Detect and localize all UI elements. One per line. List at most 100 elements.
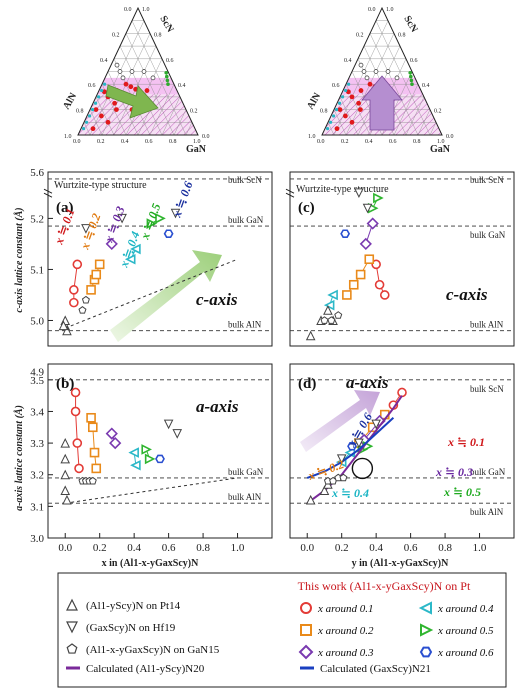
marker-circle — [70, 387, 81, 398]
ternary-sample-point — [367, 81, 373, 87]
ternary-tick-label: 0.2 — [341, 139, 349, 145]
y-tick-label: 4.9 — [30, 367, 44, 379]
marker-circle — [74, 463, 84, 474]
marker-circle — [371, 259, 381, 270]
ref-triangle-down — [362, 203, 373, 214]
y-tick-label: 3.5 — [30, 375, 44, 387]
ternary-aln-point — [88, 114, 92, 118]
ternary-aln-point — [97, 95, 101, 99]
marker-square — [88, 422, 98, 433]
ternary-grid-line — [327, 122, 335, 136]
legend-item-label: (GaxScy)N on Hf19 — [86, 622, 176, 634]
ternary-tick-label: 0.6 — [166, 58, 174, 64]
marker-circle — [72, 438, 83, 448]
panel-d: 0.0 0.2 0.4 0.6 0.8 1.0 bulk ScN bulk GaN bulk A… — [289, 363, 515, 554]
ref-label-aln: bulk AlN — [470, 320, 504, 330]
legend-item-label: x around 0.4 — [437, 603, 494, 615]
marker-hexagon — [155, 454, 165, 464]
series-line — [346, 258, 370, 296]
legend-item-label: Calculated (GaxScy)N21 — [320, 663, 431, 675]
ternary-aln-point — [341, 95, 345, 99]
ternary-sample-point — [144, 88, 150, 93]
panel-frame — [47, 363, 273, 539]
ternary-tick-label: 1.0 — [64, 134, 72, 140]
panel-label: (a) — [56, 200, 74, 216]
ternary-tick-label: 0.2 — [97, 139, 105, 145]
ternary-sample-point — [343, 113, 348, 119]
legend-title: This work (Al1-x-yGaxScy)N on Pt — [298, 579, 471, 593]
ternary-open-point — [129, 69, 135, 74]
legend-symbol — [66, 598, 78, 611]
ternary-tick-label: 0.8 — [154, 32, 162, 38]
ternary-tick-label: 0.4 — [365, 139, 373, 145]
ternary-aln-point — [91, 108, 95, 112]
ternary-sample-point — [102, 89, 107, 95]
ref-label-aln: bulk AlN — [228, 492, 262, 502]
ref-triangle-up — [60, 485, 71, 496]
ref-pentagon — [327, 316, 336, 324]
ternary-open-point — [117, 69, 123, 74]
ternary-aln-point — [338, 101, 342, 105]
ternary-grid-line — [125, 33, 175, 136]
ternary-tick-label: 0.8 — [320, 109, 328, 115]
marker-circle — [69, 297, 79, 308]
legend-symbol — [420, 623, 434, 637]
ref-triangle-up — [305, 494, 316, 505]
ternary-tick-label: 1.0 — [142, 7, 150, 13]
marker-triangle-left — [128, 447, 139, 458]
ternary-tick-label: 0.6 — [332, 83, 340, 89]
ref-pentagon — [81, 295, 90, 304]
ref-label-scn: bulk ScN — [470, 175, 504, 185]
axis-annotation: c-axis — [446, 285, 488, 304]
axis-break — [285, 192, 295, 198]
marker-hexagon — [340, 229, 351, 238]
marker-square — [355, 269, 366, 280]
legend-symbol — [419, 646, 433, 658]
legend-item-label: x around 0.1 — [317, 603, 374, 615]
ref-triangle-up — [60, 437, 71, 448]
ref-triangle-down — [117, 213, 127, 224]
marker-square — [94, 259, 105, 270]
ternary-gan-point — [409, 74, 413, 79]
ternary-tick-label: 0.6 — [88, 83, 96, 89]
ternary-grid-line — [333, 109, 347, 136]
ref-triangle-down — [170, 208, 181, 219]
ref-triangle-down — [371, 419, 381, 430]
ternary-aln-point — [347, 82, 351, 86]
ternary-sample-point — [114, 107, 119, 112]
ternary-tick-label: 0.4 — [100, 58, 108, 64]
ternary-sample-point — [349, 94, 355, 100]
x-tick-label: 0.2 — [335, 542, 349, 554]
y-tick-label: 5.0 — [30, 315, 44, 327]
ternary-open-point — [394, 75, 400, 81]
ternary-tick-label: 0.4 — [121, 139, 129, 145]
ternary-sample-point — [93, 107, 99, 112]
ternary-tick-label: 0.0 — [446, 134, 454, 140]
x-tick-label: 0.0 — [300, 542, 314, 554]
ref-triangle-down — [163, 419, 174, 430]
ternary-gan-point — [410, 82, 414, 86]
marker-triangle-left — [130, 459, 141, 471]
x-tick-label: 1.0 — [231, 542, 245, 554]
y-tick-label: 3.2 — [30, 470, 44, 482]
legend-symbol — [66, 643, 78, 654]
ref-label-gan: bulk GaN — [228, 467, 264, 477]
ternary-aln-point — [94, 101, 98, 105]
ref-label-scn: bulk ScN — [470, 384, 504, 394]
ref-triangle-up — [60, 453, 71, 464]
ternary-grid-line — [339, 96, 359, 136]
ternary-sample-point — [123, 81, 129, 87]
ternary-sample-point — [358, 107, 363, 112]
marker-diamond — [359, 237, 372, 251]
ternary-grid-line — [185, 122, 193, 136]
marker-triangle-left — [323, 299, 335, 311]
ternary-open-point — [114, 62, 120, 68]
ternary-open-point — [150, 75, 156, 81]
ternary-tick-label: 0.8 — [169, 139, 177, 145]
marker-square — [89, 447, 100, 458]
ternary-grid-line — [131, 20, 187, 136]
marker-circle — [72, 259, 83, 270]
ternary-tick-label: 0.4 — [344, 58, 352, 64]
ternary-right: 0.01.00.00.20.80.20.40.60.40.60.40.60.80… — [305, 6, 454, 155]
ref-label-aln: bulk AlN — [228, 320, 262, 330]
